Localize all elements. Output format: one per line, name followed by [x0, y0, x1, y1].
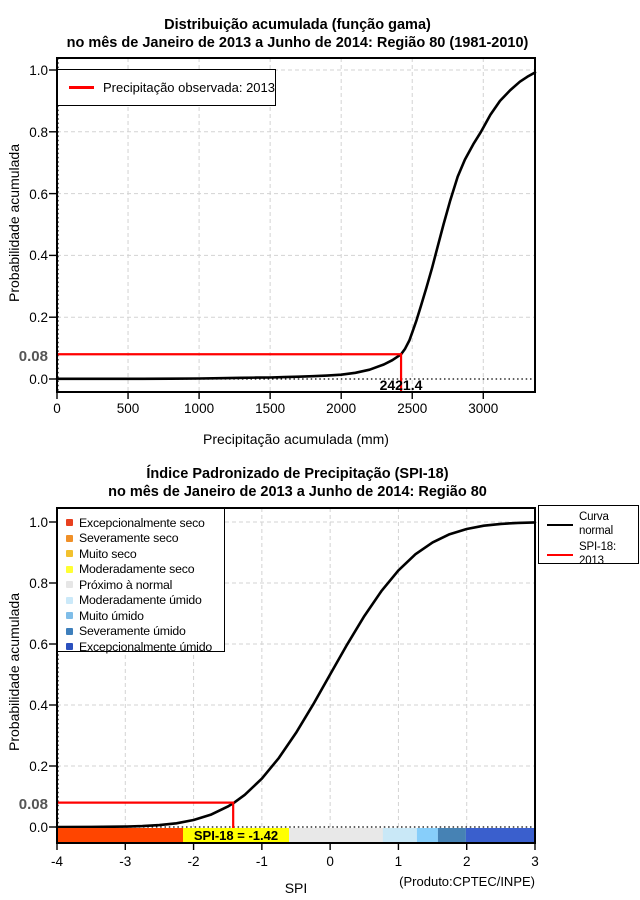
y-tick-label: 0.2: [29, 310, 48, 326]
red-line-sample: [547, 553, 573, 556]
x-tick-label: -4: [50, 854, 63, 869]
panel2-y-axis-label: Probabilidade acumulada: [6, 593, 22, 751]
spi-category-bar-segment: [416, 828, 438, 843]
x-tick-label: 0: [53, 401, 61, 416]
category-label: Excepcionalmente úmido: [79, 639, 212, 654]
gamma-cdf-curve: [55, 71, 537, 381]
category-legend-item: Próximo à normal: [58, 577, 224, 593]
panel1-legend: Precipitação observada: 2013: [57, 69, 276, 106]
spi-category-bar-segment: [57, 828, 183, 843]
x-tick-label: 1500: [255, 401, 286, 416]
x-tick-label: 500: [116, 401, 140, 416]
reference-line: [57, 801, 235, 828]
spi-category-bar-segment: [183, 828, 289, 843]
panel1-y-axis-label: Probabilidade acumulada: [6, 144, 22, 302]
spi-category-bar-segment: [465, 828, 535, 843]
spi-categories-legend: Excepcionalmente seco Severamente seco Mui…: [57, 508, 225, 655]
x-tick-label: -2: [187, 854, 200, 869]
category-color-swatch-icon: [66, 550, 73, 558]
panel1-reference-y-label: 0.08: [18, 348, 48, 365]
category-legend-item: Moderadamente seco: [58, 562, 224, 578]
spi-value-annotation: SPI-18 = -1.42: [193, 828, 279, 843]
category-legend-item: Severamente seco: [58, 531, 224, 547]
category-legend-item: Moderadamente úmido: [58, 593, 224, 609]
category-color-swatch-icon: [66, 534, 73, 542]
x-tick-label: 2000: [326, 401, 357, 416]
category-label: Moderadamente seco: [79, 562, 195, 577]
y-tick-label: 1.0: [29, 63, 48, 78]
spi-category-bar-segment: [382, 828, 417, 843]
legend-spi18-label: SPI-18: 2013: [579, 541, 616, 567]
y-tick-label: 0.8: [29, 576, 48, 591]
category-color-swatch-icon: [66, 596, 73, 604]
category-color-swatch-icon: [66, 627, 73, 635]
legend-item-curva-normal: Curva normal: [539, 511, 638, 538]
x-tick-label: -1: [255, 854, 268, 869]
category-label: Severamente seco: [79, 531, 179, 546]
x-tick-label: 2: [462, 854, 471, 869]
category-legend-item: Severamente úmido: [58, 624, 224, 640]
panel1-x-axis-label: Precipitação acumulada (mm): [203, 431, 389, 447]
normal-cdf-curve: [55, 521, 537, 829]
y-tick-label: 0.6: [29, 637, 48, 652]
x-tick-label: 1: [394, 854, 403, 869]
y-tick-label: 0.2: [29, 759, 48, 774]
spi-category-bar-segment: [289, 828, 383, 843]
panel1-legend-label: Precipitação observada: 2013: [102, 80, 275, 95]
category-color-swatch-icon: [66, 643, 73, 651]
panel2-curves-legend: Curva normal SPI-18: 2013: [538, 505, 639, 567]
category-label: Moderadamente úmido: [79, 593, 202, 608]
spi-category-bar-segment: [437, 828, 466, 843]
category-color-swatch-icon: [66, 519, 73, 527]
panel1-title: Distribuição acumulada (função gama): [164, 17, 431, 33]
panel1-subtitle: no mês de Janeiro de 2013 a Junho de 201…: [66, 35, 529, 51]
black-line-sample: [547, 523, 573, 526]
category-legend-item: Muito seco: [58, 546, 224, 562]
panel1-reference-x-annotation: 2421.4: [379, 377, 423, 393]
x-tick-label: 0: [326, 854, 334, 869]
legend-curva-normal-label: Curva normal: [579, 511, 613, 537]
panel2-x-axis-label: SPI: [284, 880, 308, 896]
category-legend-item: Excepcionalmente seco: [58, 515, 224, 531]
x-tick-label: -3: [119, 854, 132, 869]
y-tick-label: 0.0: [29, 372, 48, 387]
y-tick-label: 0.8: [29, 124, 48, 140]
x-tick-label: 3: [531, 854, 539, 869]
product-credit: (Produto:CPTEC/INPE): [399, 874, 535, 889]
category-label: Muito seco: [79, 546, 137, 561]
category-color-swatch-icon: [66, 612, 73, 620]
y-tick-label: 0.4: [29, 698, 48, 713]
category-legend-item: Muito úmido: [58, 608, 224, 624]
y-tick-label: 1.0: [29, 515, 48, 530]
legend-item-spi18: SPI-18: 2013: [539, 541, 638, 568]
category-color-swatch-icon: [66, 581, 73, 589]
category-label: Excepcionalmente seco: [79, 515, 205, 530]
category-color-swatch-icon: [66, 565, 73, 573]
red-line-sample: [69, 86, 94, 89]
y-tick-label: 0.0: [29, 820, 48, 835]
x-tick-label: 1000: [184, 401, 215, 416]
category-label: Muito úmido: [79, 608, 144, 623]
panel2-subtitle: no mês de Janeiro de 2013 a Junho de 201…: [108, 484, 487, 500]
category-label: Severamente úmido: [79, 624, 186, 639]
category-legend-item: Excepcionalmente úmido: [58, 639, 224, 655]
y-tick-label: 0.6: [29, 186, 48, 202]
x-tick-label: 3000: [468, 401, 499, 416]
category-label: Próximo à normal: [79, 577, 173, 592]
x-tick-label: 2500: [397, 401, 428, 416]
panel2-reference-y-label: 0.08: [18, 796, 48, 813]
panel2-title: Índice Padronizado de Precipitação (SPI-…: [146, 466, 449, 482]
y-tick-label: 0.4: [29, 248, 48, 264]
reference-line: [57, 353, 403, 392]
